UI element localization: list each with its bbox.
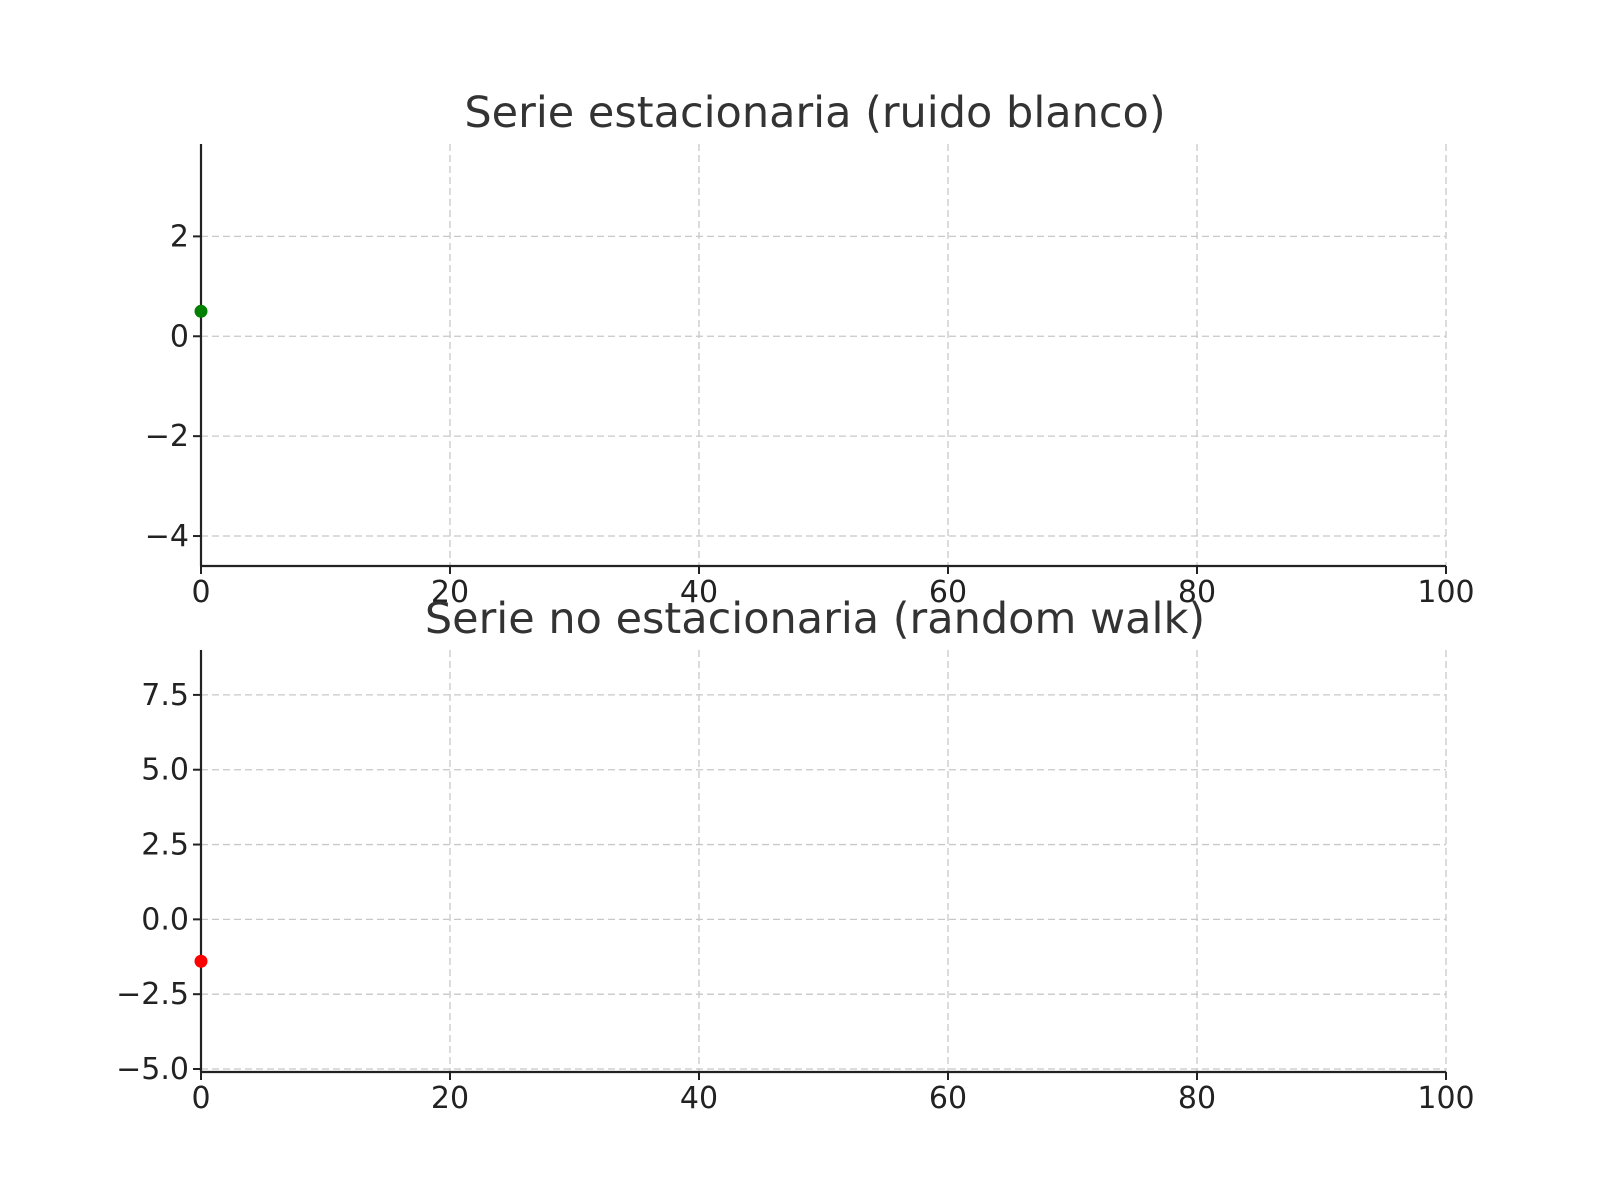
top-chart-x-tick-label: 80 — [1178, 575, 1216, 610]
bottom-chart-axes — [199, 650, 1446, 1074]
bottom-chart-x-tick-label: 0 — [191, 1081, 210, 1116]
top-chart-y-tick-label: −2 — [145, 419, 189, 454]
top-chart-grid — [201, 144, 1447, 566]
top-chart-x-tick-label: 100 — [1417, 575, 1474, 610]
top-chart-panel: Serie estacionaria (ruido blanco) 0 20 40 6… — [145, 88, 1475, 610]
bottom-chart-x-ticks: 0 20 40 60 80 100 — [191, 1072, 1475, 1116]
bottom-chart-x-tick-label: 20 — [431, 1081, 469, 1116]
top-chart-data-points — [194, 304, 208, 318]
bottom-chart-grid — [201, 650, 1447, 1072]
top-chart-title: Serie estacionaria (ruido blanco) — [464, 88, 1165, 138]
bottom-chart-data-points — [194, 954, 208, 968]
bottom-chart-x-tick-label: 100 — [1417, 1081, 1474, 1116]
top-chart-y-tick-label: 0 — [170, 319, 189, 354]
bottom-chart-x-tick-label: 40 — [680, 1081, 718, 1116]
top-chart-x-tick-label: 60 — [929, 575, 967, 610]
top-chart-x-tick-label: 20 — [431, 575, 469, 610]
bottom-chart-x-tick-label: 80 — [1178, 1081, 1216, 1116]
bottom-chart-y-ticks: 7.5 5.0 2.5 0.0 −2.5 −5.0 — [116, 678, 201, 1087]
bottom-chart-y-tick-label: 5.0 — [141, 753, 189, 788]
top-chart-y-tick-label: −4 — [145, 519, 189, 554]
top-chart-x-ticks: 0 20 40 60 80 100 — [191, 566, 1475, 610]
bottom-chart-panel: Serie no estacionaria (random walk) 0 20 4… — [116, 594, 1474, 1116]
bottom-chart-y-tick-label: −2.5 — [116, 977, 189, 1012]
bottom-chart-y-tick-label: 2.5 — [141, 828, 189, 863]
top-chart-y-tick-label: 2 — [170, 219, 189, 254]
bottom-chart-y-tick-label: 0.0 — [141, 902, 189, 937]
top-chart-x-tick-label: 0 — [191, 575, 210, 610]
bottom-chart-data-point — [194, 954, 208, 968]
top-chart-y-ticks: 2 0 −2 −4 — [145, 219, 201, 554]
top-chart-axes — [199, 144, 1446, 568]
bottom-chart-y-tick-label: −5.0 — [116, 1052, 189, 1087]
bottom-chart-y-tick-label: 7.5 — [141, 678, 189, 713]
bottom-chart-title: Serie no estacionaria (random walk) — [425, 594, 1205, 644]
top-chart-data-point — [194, 304, 208, 318]
top-chart-x-tick-label: 40 — [680, 575, 718, 610]
bottom-chart-x-tick-label: 60 — [929, 1081, 967, 1116]
